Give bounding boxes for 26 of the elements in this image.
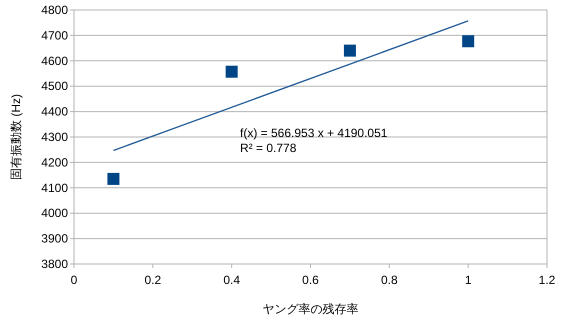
x-tick-label: 0.4 — [223, 273, 240, 287]
y-tick-label: 3800 — [41, 257, 68, 271]
y-tick-label: 4100 — [41, 180, 68, 195]
x-axis-title: ヤング率の残存率 — [262, 302, 358, 316]
x-tick-label: 1.2 — [538, 273, 556, 287]
x-tick-label: 0.2 — [144, 273, 162, 287]
y-tick-label: 4000 — [41, 206, 68, 220]
y-tick-label: 4700 — [41, 28, 68, 42]
y-tick-label: 4600 — [41, 54, 68, 68]
annotation: f(x) = 566.953 x + 4190.051 — [240, 126, 388, 140]
y-axis-title: 固有振動数 (Hz) — [9, 94, 23, 180]
x-tick-label: 0 — [70, 273, 78, 287]
point — [462, 35, 474, 48]
y-tick-label: 4400 — [41, 104, 68, 119]
point — [226, 66, 238, 78]
y-tick-label: 4800 — [41, 3, 68, 17]
x-tick-label: 0.6 — [302, 273, 320, 287]
y-tick-label: 4200 — [41, 155, 68, 170]
point — [107, 172, 120, 185]
x-tick-label: 0.8 — [380, 273, 398, 287]
point — [344, 44, 356, 57]
y-tick-label: 4500 — [41, 79, 68, 94]
x-tick-label: 1 — [464, 273, 472, 287]
annotation: R² = 0.778 — [240, 141, 297, 155]
y-tick-label: 4300 — [41, 130, 68, 144]
y-tick-label: 3900 — [41, 232, 68, 246]
